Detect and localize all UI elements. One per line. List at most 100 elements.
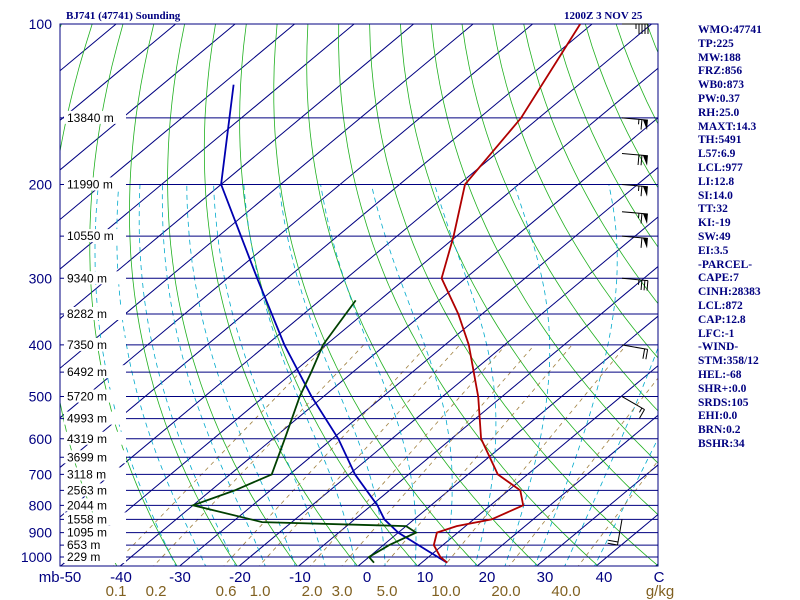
- height-label: 5720 m: [67, 390, 107, 404]
- mixing-ratio-line: [112, 344, 327, 566]
- wind-barb-feather: [643, 280, 646, 291]
- index-line: CAPE:7: [698, 272, 739, 285]
- height-label-bg: [64, 337, 126, 351]
- wind-barb-staff: [621, 396, 645, 410]
- height-label-bg: [64, 389, 126, 403]
- temperature-tick-label: 40: [596, 569, 613, 586]
- dry-adiabat: [89, 24, 178, 566]
- wind-barb-feather: [640, 280, 643, 291]
- height-label-bg: [64, 467, 126, 481]
- wind-barb-feather: [640, 155, 643, 166]
- wind-barb-feather: [637, 154, 640, 166]
- wind-barb-feather: [645, 349, 649, 360]
- pressure-label: 600: [29, 431, 53, 447]
- wind-barb-feather: [640, 237, 643, 248]
- moist-adiabat: [161, 184, 266, 566]
- index-line: -WIND-: [698, 341, 739, 354]
- mixing-ratio-label: 10.0: [431, 583, 460, 600]
- wind-barb-staff: [621, 117, 648, 121]
- wind-barb-flag: [642, 213, 648, 224]
- wind-barb-half: [638, 407, 643, 413]
- wind-barb-staff: [621, 277, 648, 282]
- pressure-label: 100: [29, 16, 53, 32]
- mixing-ratio-label: 40.0: [551, 583, 580, 600]
- mixing-ratio-line: [258, 344, 460, 566]
- moist-adiabat: [186, 184, 296, 566]
- index-line: WB0:873: [698, 79, 744, 92]
- height-label: 13840 m: [67, 111, 114, 125]
- isotherm-line: [60, 24, 355, 270]
- index-line: LI:12.8: [698, 175, 735, 188]
- height-label-bg: [64, 411, 126, 425]
- height-label: 1095 m: [67, 526, 107, 540]
- mixing-ratio-label: 1.0: [250, 583, 271, 600]
- height-label: 10550 m: [67, 229, 114, 243]
- temperature-tick-label: -30: [169, 569, 191, 586]
- isotherm-line: [60, 24, 533, 419]
- index-line: TT:32: [698, 203, 728, 216]
- wind-barb-feather: [608, 539, 619, 543]
- index-line: LCL:872: [698, 299, 743, 312]
- dry-adiabat: [129, 24, 238, 566]
- wind-barb: [622, 23, 649, 34]
- height-label: 3699 m: [67, 450, 107, 464]
- index-line: TH:5491: [698, 134, 742, 147]
- index-line: BSHR:34: [698, 437, 745, 450]
- wind-barb-flag: [642, 155, 648, 166]
- isotherm-line: [416, 365, 658, 566]
- index-line: EI:3.5: [698, 244, 729, 257]
- mixing-ratio-label: 0.1: [106, 583, 127, 600]
- index-line: SRDS:105: [698, 396, 749, 409]
- dewpoint-line: [189, 299, 418, 564]
- pressure-label: 500: [29, 389, 53, 405]
- height-label-bg: [64, 365, 126, 379]
- mixing-ratio-label: 2.0: [302, 583, 323, 600]
- isobar-lines: [60, 23, 658, 558]
- moist-adiabat: [371, 184, 453, 566]
- wind-barb-feather: [642, 348, 646, 359]
- temperature-tick-label: -20: [229, 569, 251, 586]
- height-label-bg: [64, 177, 126, 191]
- pressure-label: 200: [29, 176, 53, 192]
- wind-barb-staff: [621, 344, 648, 350]
- mixing-ratio-line: [153, 344, 364, 566]
- moist-adiabat: [138, 184, 236, 566]
- isotherm-line: [60, 24, 295, 221]
- index-line: SHR+:0.0: [698, 382, 747, 395]
- height-label-bg: [64, 512, 126, 526]
- mixing-ratio-label: 0.6: [216, 583, 237, 600]
- temperature-tick-label: mb-50: [39, 569, 82, 586]
- pressure-label: 400: [29, 337, 53, 353]
- temperature-tick-label: -10: [289, 569, 311, 586]
- moist-adiabat: [534, 184, 618, 566]
- sounding-time: 1200Z 3 NOV 25: [564, 10, 643, 22]
- dry-adiabat: [239, 24, 419, 566]
- dry-adiabat: [167, 24, 298, 566]
- sounding-profiles: [189, 24, 581, 564]
- mixing-ratio-label: 3.0: [332, 583, 353, 600]
- height-label: 4319 m: [67, 432, 107, 446]
- temperature-tick-label: 30: [537, 569, 554, 586]
- wind-barb: [621, 277, 649, 291]
- index-line: MW:188: [698, 51, 741, 64]
- wind-barb: [621, 396, 645, 419]
- mixing-ratio-line: [341, 344, 535, 566]
- pressure-label: 700: [29, 466, 53, 482]
- indices-panel: WMO:47741 TP:225 MW:188 FRZ:856 WB0:873 PW:0.…: [698, 24, 798, 452]
- wind-barb-flag: [642, 186, 648, 197]
- plot-background: [60, 24, 658, 566]
- mixing-ratio-line: [309, 344, 507, 566]
- index-line: PW:0.37: [698, 92, 740, 105]
- wind-barb: [621, 344, 649, 360]
- mixing-ratio-label: 5.0: [377, 583, 398, 600]
- isotherm-line: [60, 67, 658, 566]
- mixing-ratio-labels: 0.1 0.2 0.6 1.0 2.0 3.0 5.0 10.0 20.0 40.0 g/kg: [106, 583, 675, 600]
- height-label-bg: [64, 498, 126, 512]
- isotherm-line: [178, 166, 658, 566]
- index-line: EHI:0.0: [698, 410, 738, 423]
- height-label-bg: [64, 450, 126, 464]
- moist-adiabat: [278, 184, 386, 566]
- index-line: STM:358/12: [698, 355, 759, 368]
- plot-frame: [59, 23, 659, 567]
